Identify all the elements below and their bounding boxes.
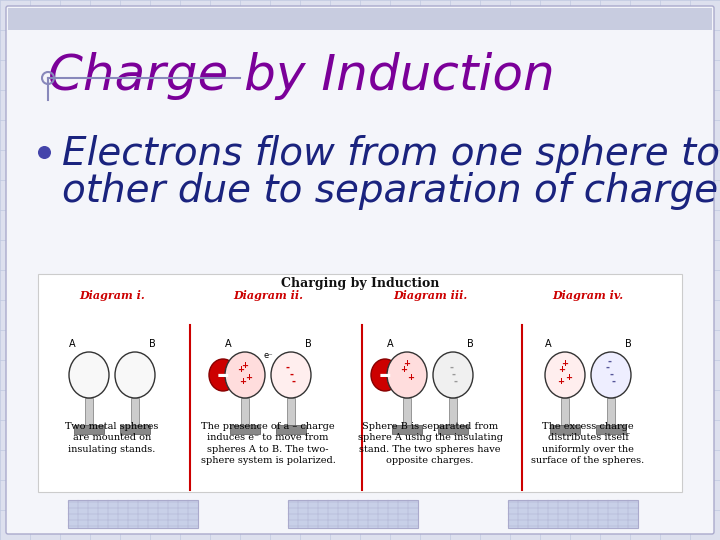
Text: -: - xyxy=(292,377,296,387)
Text: The presence of a – charge
induces e⁻ to move from
spheres A to B. The two-
sphe: The presence of a – charge induces e⁻ to… xyxy=(201,422,336,465)
Ellipse shape xyxy=(225,352,265,398)
Text: Two metal spheres
are mounted on
insulating stands.: Two metal spheres are mounted on insulat… xyxy=(66,422,158,454)
Text: A: A xyxy=(225,339,231,349)
Text: e⁻: e⁻ xyxy=(264,350,273,360)
Bar xyxy=(74,425,104,434)
Bar xyxy=(596,425,626,434)
Bar xyxy=(288,500,418,528)
Text: +: + xyxy=(408,374,415,382)
Bar xyxy=(508,500,638,528)
Text: -: - xyxy=(451,370,455,380)
Bar xyxy=(120,425,150,434)
Ellipse shape xyxy=(209,359,237,391)
Text: Charging by Induction: Charging by Induction xyxy=(281,277,439,290)
Text: –: – xyxy=(217,363,229,387)
Text: -: - xyxy=(608,357,612,367)
Text: -: - xyxy=(453,377,457,387)
Text: +: + xyxy=(240,377,246,387)
Text: -: - xyxy=(449,363,453,373)
Text: -: - xyxy=(606,363,610,373)
Text: +: + xyxy=(246,374,253,382)
Bar xyxy=(38,274,682,492)
Text: B: B xyxy=(305,339,311,349)
Bar xyxy=(68,500,198,528)
Text: Electrons flow from one sphere to the: Electrons flow from one sphere to the xyxy=(62,135,720,173)
Text: Diagram i.: Diagram i. xyxy=(79,290,145,301)
Text: +: + xyxy=(400,366,408,375)
Ellipse shape xyxy=(545,352,585,398)
Text: A: A xyxy=(387,339,393,349)
Bar xyxy=(607,398,615,426)
Bar xyxy=(8,8,712,30)
Text: Diagram iii.: Diagram iii. xyxy=(393,290,467,301)
Text: The excess charge
distributes itself
uniformly over the
surface of the spheres.: The excess charge distributes itself uni… xyxy=(531,422,644,465)
Bar xyxy=(85,398,93,426)
FancyBboxPatch shape xyxy=(6,6,714,534)
Bar xyxy=(241,398,249,426)
Text: B: B xyxy=(625,339,631,349)
Text: -: - xyxy=(289,370,293,380)
Text: -: - xyxy=(609,370,613,380)
Text: other due to separation of charge.: other due to separation of charge. xyxy=(62,172,720,210)
Text: Sphere B is separated from
sphere A using the insulating
stand. The two spheres : Sphere B is separated from sphere A usin… xyxy=(358,422,503,465)
Text: B: B xyxy=(467,339,473,349)
Text: +: + xyxy=(559,366,565,375)
Bar xyxy=(550,425,580,434)
Text: Diagram iv.: Diagram iv. xyxy=(552,290,624,301)
Text: -: - xyxy=(286,363,290,373)
Bar xyxy=(561,398,569,426)
Ellipse shape xyxy=(433,352,473,398)
Text: –: – xyxy=(379,363,391,387)
Bar xyxy=(230,425,260,434)
Ellipse shape xyxy=(271,352,311,398)
Point xyxy=(38,147,50,156)
Text: +: + xyxy=(562,360,569,368)
Text: +: + xyxy=(403,360,410,368)
Text: +: + xyxy=(565,374,572,382)
Bar xyxy=(449,398,457,426)
Bar xyxy=(287,398,295,426)
Text: Charge by Induction: Charge by Induction xyxy=(48,52,554,100)
Ellipse shape xyxy=(115,352,155,398)
Ellipse shape xyxy=(387,352,427,398)
Text: Diagram ii.: Diagram ii. xyxy=(233,290,303,301)
Ellipse shape xyxy=(591,352,631,398)
Ellipse shape xyxy=(69,352,109,398)
Bar xyxy=(392,425,422,434)
Text: +: + xyxy=(238,366,245,375)
Text: +: + xyxy=(241,361,248,369)
Bar xyxy=(438,425,468,434)
Ellipse shape xyxy=(371,359,399,391)
Bar xyxy=(131,398,139,426)
Text: -: - xyxy=(611,377,615,387)
Text: +: + xyxy=(557,377,564,387)
Text: A: A xyxy=(545,339,552,349)
Bar xyxy=(403,398,411,426)
Text: A: A xyxy=(68,339,76,349)
Bar xyxy=(276,425,306,434)
Text: B: B xyxy=(148,339,156,349)
